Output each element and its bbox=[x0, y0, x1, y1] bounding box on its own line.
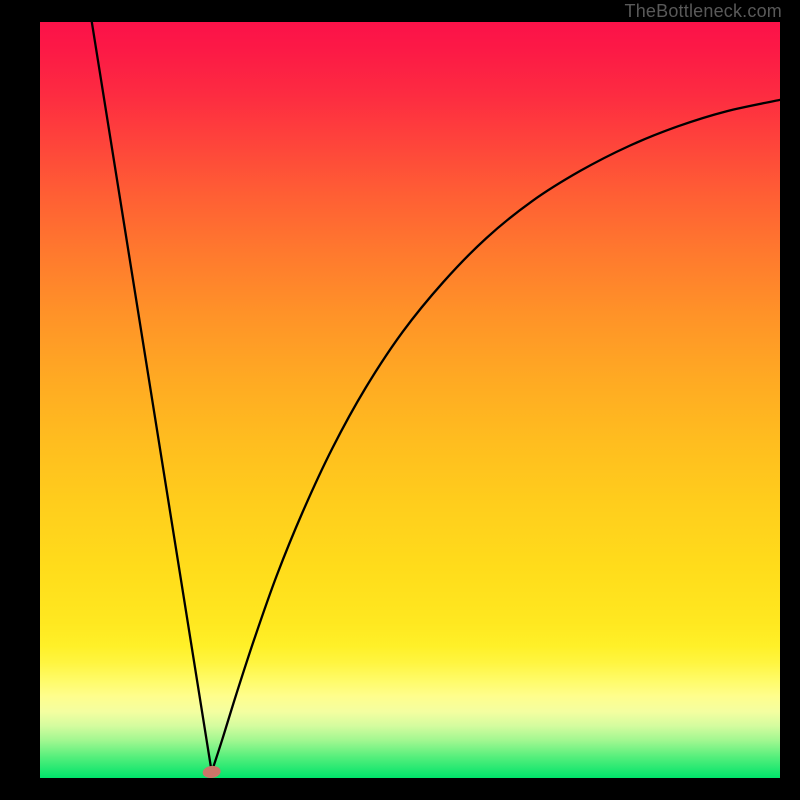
bottleneck-curve-chart bbox=[40, 22, 780, 778]
plot-area bbox=[40, 22, 780, 778]
gradient-background bbox=[40, 22, 780, 778]
watermark-text: TheBottleneck.com bbox=[572, 0, 782, 22]
